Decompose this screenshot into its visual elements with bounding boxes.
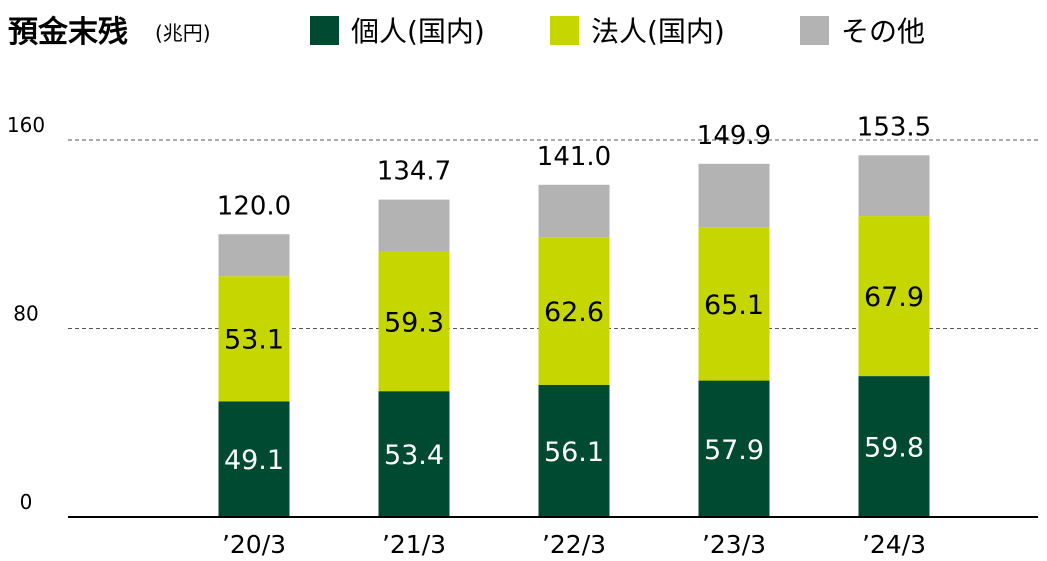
bar-segment-1-1 — [218, 401, 290, 517]
bar-segment-2-2 — [378, 251, 450, 392]
legend-label-2: 法人(国内) — [591, 15, 725, 48]
y-axis-ticks: 0 80 160 — [7, 113, 45, 514]
segment-label-2-3: 62.6 — [544, 297, 604, 328]
bar-segment-3-3 — [538, 184, 610, 238]
y-tick-label-0: 0 — [20, 490, 33, 514]
legend-label-1: 個人(国内) — [351, 15, 485, 48]
bar-segment-1-5 — [858, 376, 930, 517]
legend-label-3: その他 — [841, 15, 925, 48]
total-label-5: 153.5 — [857, 112, 931, 142]
segment-label-2-4: 65.1 — [704, 290, 764, 321]
bar-segment-2-4 — [698, 227, 770, 381]
y-tick-label-160: 160 — [7, 113, 45, 137]
x-axis: ’20/3 ’21/3 ’22/3 ’23/3 ’24/3 — [68, 516, 1038, 559]
segment-label-1-4: 57.9 — [704, 435, 764, 466]
bar-stack-2: 53.4 59.3 134.7 — [377, 157, 451, 517]
bar-stack-4: 57.9 65.1 149.9 — [697, 121, 771, 517]
chart-unit: (兆円) — [155, 21, 211, 45]
legend-swatch-1 — [310, 16, 339, 45]
segment-label-1-5: 59.8 — [864, 433, 924, 464]
bars: 49.153.1120.053.459.3134.756.162.6141.05… — [217, 112, 931, 517]
x-tick-label-3: ’22/3 — [542, 530, 606, 559]
segment-label-2-1: 53.1 — [224, 325, 284, 356]
segment-label-1-3: 56.1 — [544, 437, 604, 468]
bar-segment-3-2 — [378, 199, 450, 252]
x-tick-label-5: ’24/3 — [862, 530, 926, 559]
segment-label-1-2: 53.4 — [384, 440, 444, 471]
bar-stack-3: 56.1 62.6 141.0 — [537, 142, 611, 517]
chart-legend: 個人(国内) 法人(国内) その他 — [310, 15, 925, 48]
y-tick-label-80: 80 — [13, 302, 38, 326]
chart-title: 預金末残 — [8, 15, 128, 50]
segment-label-2-2: 59.3 — [384, 307, 444, 338]
bar-segment-2-3 — [538, 237, 610, 385]
segment-label-1-1: 49.1 — [224, 445, 284, 476]
legend-swatch-3 — [800, 16, 829, 45]
bar-stack-5: 59.8 67.9 153.5 — [857, 112, 931, 517]
total-label-4: 149.9 — [697, 121, 771, 151]
bar-segment-3-5 — [858, 155, 930, 217]
total-label-1: 120.0 — [217, 191, 291, 221]
bar-stack-1: 49.1 53.1 120.0 — [217, 191, 291, 517]
total-label-3: 141.0 — [537, 142, 611, 172]
bar-segment-1-4 — [698, 380, 770, 517]
bar-segment-2-5 — [858, 216, 930, 377]
x-tick-label-4: ’23/3 — [702, 530, 766, 559]
segment-label-2-5: 67.9 — [864, 282, 924, 313]
bar-segment-2-1 — [218, 276, 290, 402]
x-tick-label-2: ’21/3 — [382, 530, 446, 559]
bar-segment-3-1 — [218, 234, 290, 277]
x-tick-label-1: ’20/3 — [222, 530, 286, 559]
total-label-2: 134.7 — [377, 157, 451, 187]
chart-title-group: 預金末残 (兆円) — [8, 15, 211, 50]
bar-segment-1-2 — [378, 391, 450, 517]
bar-segment-1-3 — [538, 384, 610, 517]
legend-swatch-2 — [550, 16, 579, 45]
bar-segment-3-4 — [698, 163, 770, 228]
